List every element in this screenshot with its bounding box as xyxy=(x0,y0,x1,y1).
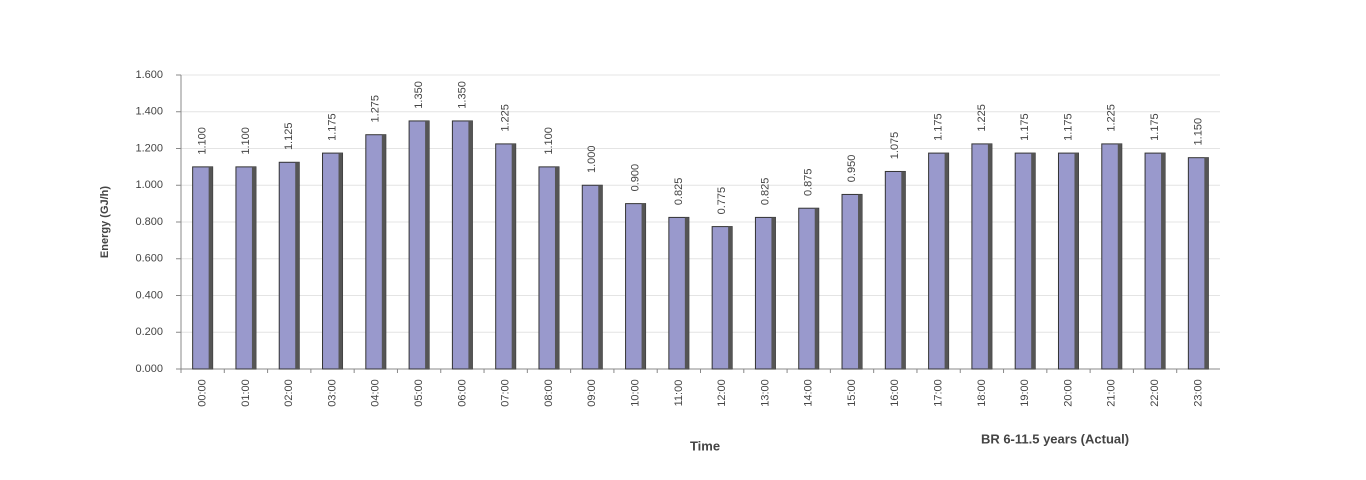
x-tick-label: 05:00 xyxy=(413,379,425,407)
x-tick-label: 02:00 xyxy=(283,379,295,407)
legend-label: BR 6-11.5 years (Actual) xyxy=(981,431,1129,446)
x-tick-label: 15:00 xyxy=(846,379,858,407)
value-label: 1.100 xyxy=(543,127,555,155)
value-label: 1.350 xyxy=(456,81,468,109)
bar-shade xyxy=(944,153,949,369)
value-label: 1.100 xyxy=(197,127,209,155)
bar-shade xyxy=(684,217,689,369)
x-tick-label: 16:00 xyxy=(889,379,901,407)
x-tick-label: 18:00 xyxy=(976,379,988,407)
bar-shade xyxy=(1117,143,1122,369)
x-tick-label: 07:00 xyxy=(500,379,512,407)
value-label: 1.175 xyxy=(1019,113,1031,141)
bar-shade xyxy=(511,143,516,369)
value-label: 1.150 xyxy=(1192,118,1204,146)
y-tick-label: 1.600 xyxy=(135,69,163,81)
y-tick-label: 0.400 xyxy=(135,289,163,301)
value-label: 1.225 xyxy=(1106,104,1118,132)
y-tick-label: 0.000 xyxy=(135,363,163,375)
value-label: 0.875 xyxy=(803,168,815,196)
value-label: 1.175 xyxy=(326,113,338,141)
x-axis-label: Time xyxy=(690,438,720,453)
x-tick-label: 11:00 xyxy=(673,380,685,407)
x-tick-label: 14:00 xyxy=(803,379,815,407)
bar-shade xyxy=(251,166,256,369)
x-tick-label: 10:00 xyxy=(629,379,641,407)
bar-shade xyxy=(728,226,733,369)
x-tick-label: 04:00 xyxy=(370,379,382,407)
x-tick-label: 22:00 xyxy=(1149,379,1161,407)
bar-shade xyxy=(858,194,863,369)
value-label: 1.175 xyxy=(1062,113,1074,141)
value-label: 1.175 xyxy=(933,113,945,141)
value-label: 1.225 xyxy=(976,104,988,132)
bar-shade xyxy=(814,208,819,369)
bar-shade xyxy=(338,153,343,369)
y-tick-label: 0.600 xyxy=(135,253,163,265)
x-tick-label: 21:00 xyxy=(1106,379,1118,407)
bar-shade xyxy=(425,120,430,369)
value-label: 1.275 xyxy=(370,95,382,123)
x-tick-label: 08:00 xyxy=(543,379,555,407)
bar-shade xyxy=(1204,157,1209,369)
bar-shade xyxy=(208,166,213,369)
y-tick-label: 1.400 xyxy=(135,106,163,118)
value-label: 1.125 xyxy=(283,123,295,151)
bar-shade xyxy=(1161,153,1166,369)
x-tick-label: 13:00 xyxy=(759,379,771,407)
bar-shade xyxy=(468,120,473,369)
bar-shade xyxy=(987,143,992,369)
x-tick-label: 17:00 xyxy=(933,379,945,407)
value-label: 1.350 xyxy=(413,81,425,109)
x-tick-label: 20:00 xyxy=(1062,379,1074,407)
bar-shade xyxy=(1031,153,1036,369)
bar-shade xyxy=(771,217,776,369)
x-tick-label: 12:00 xyxy=(716,379,728,407)
value-label: 1.000 xyxy=(586,145,598,173)
x-tick-label: 23:00 xyxy=(1192,379,1204,407)
bar-shade xyxy=(381,134,386,369)
bar-shade xyxy=(641,203,646,369)
value-label: 0.950 xyxy=(846,155,858,183)
y-tick-label: 0.800 xyxy=(135,216,163,228)
bar-shade xyxy=(901,171,906,369)
value-label: 1.075 xyxy=(889,132,901,160)
x-tick-label: 06:00 xyxy=(456,379,468,407)
y-tick-label: 1.000 xyxy=(135,179,163,191)
value-label: 0.900 xyxy=(629,164,641,192)
y-tick-label: 1.200 xyxy=(135,142,163,154)
x-tick-label: 00:00 xyxy=(197,379,209,407)
bar-shade xyxy=(554,166,559,369)
value-label: 0.775 xyxy=(716,187,728,215)
y-axis-label: Energy (GJ/h) xyxy=(99,186,111,258)
bar-shade xyxy=(598,185,603,369)
value-label: 1.225 xyxy=(500,104,512,132)
x-tick-label: 09:00 xyxy=(586,379,598,407)
x-tick-label: 01:00 xyxy=(240,379,252,407)
x-tick-label: 19:00 xyxy=(1019,379,1031,407)
value-label: 1.175 xyxy=(1149,113,1161,141)
y-tick-label: 0.200 xyxy=(135,326,163,338)
value-label: 0.825 xyxy=(673,178,685,206)
value-label: 0.825 xyxy=(759,178,771,206)
bar-shade xyxy=(1074,153,1079,369)
value-label: 1.100 xyxy=(240,127,252,155)
bar-shade xyxy=(295,162,300,369)
x-tick-label: 03:00 xyxy=(326,379,338,407)
